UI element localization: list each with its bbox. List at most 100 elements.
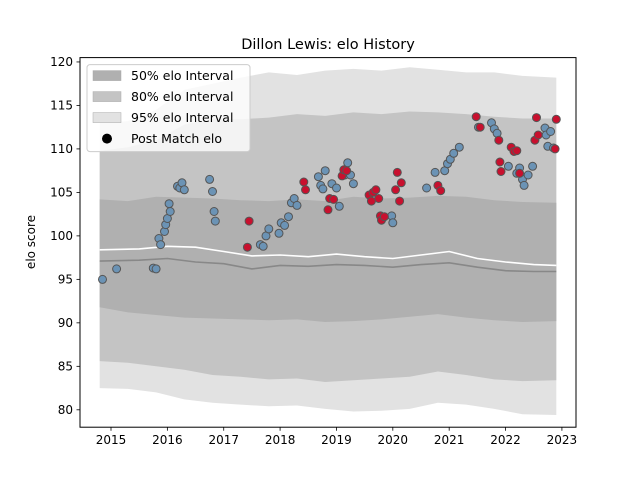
win-point bbox=[332, 183, 341, 193]
win-point bbox=[205, 174, 215, 184]
x-tick-label: 2017 bbox=[208, 433, 239, 447]
win-point bbox=[209, 207, 219, 216]
loss-point bbox=[471, 112, 481, 122]
win-point bbox=[284, 212, 293, 222]
win-point bbox=[334, 201, 344, 211]
loss-point bbox=[512, 146, 522, 156]
loss-point bbox=[533, 130, 543, 140]
y-axis-label: elo score bbox=[24, 215, 38, 269]
x-tick-label: 2022 bbox=[490, 433, 521, 447]
loss-point bbox=[494, 135, 504, 145]
loss-point bbox=[342, 166, 352, 176]
x-tick-label: 2023 bbox=[547, 433, 578, 447]
win-point bbox=[519, 180, 529, 190]
legend-label: 80% elo Interval bbox=[131, 89, 233, 104]
win-point bbox=[292, 200, 302, 210]
band-50-interval bbox=[99, 195, 557, 322]
x-tick-label: 2020 bbox=[378, 433, 409, 447]
y-tick-label: 110 bbox=[50, 142, 73, 156]
x-axis: 2015 2016 2017 2018 2019 2020 2021 2022 2023 bbox=[96, 427, 577, 447]
loss-point bbox=[495, 157, 505, 167]
win-point bbox=[156, 240, 166, 250]
x-tick-label: 2018 bbox=[265, 433, 296, 447]
loss-point bbox=[396, 178, 406, 188]
legend-label: 50% elo Interval bbox=[131, 68, 233, 83]
win-point bbox=[179, 185, 189, 195]
win-point bbox=[528, 161, 538, 171]
y-tick-label: 85 bbox=[58, 360, 73, 374]
loss-point bbox=[379, 212, 389, 222]
loss-point bbox=[532, 113, 541, 123]
loss-point bbox=[299, 177, 309, 187]
loss-point bbox=[244, 216, 254, 226]
legend-label: 95% elo Interval bbox=[131, 110, 233, 125]
x-tick-label: 2019 bbox=[321, 433, 352, 447]
x-tick-label: 2021 bbox=[434, 433, 465, 447]
lines-layer bbox=[99, 245, 557, 273]
win-point bbox=[165, 207, 175, 216]
loss-point bbox=[371, 185, 381, 195]
win-point bbox=[422, 183, 432, 193]
y-tick-label: 115 bbox=[50, 99, 73, 113]
points-layer bbox=[98, 112, 561, 284]
win-point bbox=[388, 218, 398, 228]
win-point bbox=[258, 241, 268, 251]
y-tick-label: 80 bbox=[58, 403, 73, 417]
legend: 50% elo Interval 80% elo Interval 95% elo … bbox=[86, 64, 251, 153]
win-point bbox=[454, 142, 464, 152]
y-tick-label: 105 bbox=[50, 186, 73, 200]
loss-point bbox=[496, 167, 506, 176]
legend-box bbox=[86, 64, 251, 153]
win-point bbox=[320, 166, 330, 176]
legend-label: Post Match elo bbox=[131, 131, 222, 146]
loss-point bbox=[436, 186, 446, 196]
loss-point bbox=[392, 167, 402, 177]
win-point bbox=[112, 264, 122, 274]
y-axis: 80 85 90 95 100 105 110 115 120 bbox=[50, 55, 80, 417]
win-point bbox=[208, 187, 217, 196]
loss-point bbox=[301, 185, 310, 195]
loss-point bbox=[551, 114, 561, 124]
win-point bbox=[98, 274, 107, 284]
win-point bbox=[151, 264, 161, 274]
loss-point bbox=[515, 168, 525, 178]
loss-point bbox=[242, 242, 252, 252]
loss-point bbox=[323, 205, 333, 215]
loss-point bbox=[475, 122, 485, 132]
win-point bbox=[280, 220, 290, 230]
legend-marker bbox=[102, 133, 112, 144]
plot-frame bbox=[79, 57, 577, 428]
loss-point bbox=[550, 144, 560, 154]
loss-point bbox=[395, 196, 405, 206]
win-point bbox=[503, 161, 513, 171]
legend-swatch bbox=[92, 70, 122, 81]
win-point bbox=[318, 184, 328, 194]
win-point bbox=[164, 199, 174, 209]
y-tick-label: 95 bbox=[58, 273, 73, 287]
legend-swatch bbox=[92, 112, 122, 123]
median-elo-line bbox=[99, 257, 557, 273]
win-point bbox=[274, 228, 284, 238]
win-point bbox=[264, 224, 274, 234]
legend-swatch bbox=[92, 91, 122, 102]
loss-point bbox=[391, 185, 401, 195]
win-point bbox=[430, 167, 440, 177]
loss-point bbox=[329, 194, 339, 204]
loss-point bbox=[374, 194, 384, 203]
loss-point bbox=[366, 196, 376, 206]
win-point bbox=[523, 170, 533, 180]
y-tick-label: 120 bbox=[50, 55, 73, 69]
x-tick-label: 2016 bbox=[152, 433, 183, 447]
mean-elo-line bbox=[99, 245, 557, 267]
win-point bbox=[348, 179, 358, 189]
x-tick-label: 2015 bbox=[96, 433, 127, 447]
win-point bbox=[210, 216, 220, 226]
y-tick-label: 90 bbox=[58, 316, 73, 330]
win-point bbox=[313, 172, 323, 182]
win-point bbox=[546, 127, 556, 136]
chart-title: Dillon Lewis: elo History bbox=[241, 37, 415, 53]
y-tick-label: 100 bbox=[50, 229, 73, 243]
win-point bbox=[449, 148, 459, 158]
